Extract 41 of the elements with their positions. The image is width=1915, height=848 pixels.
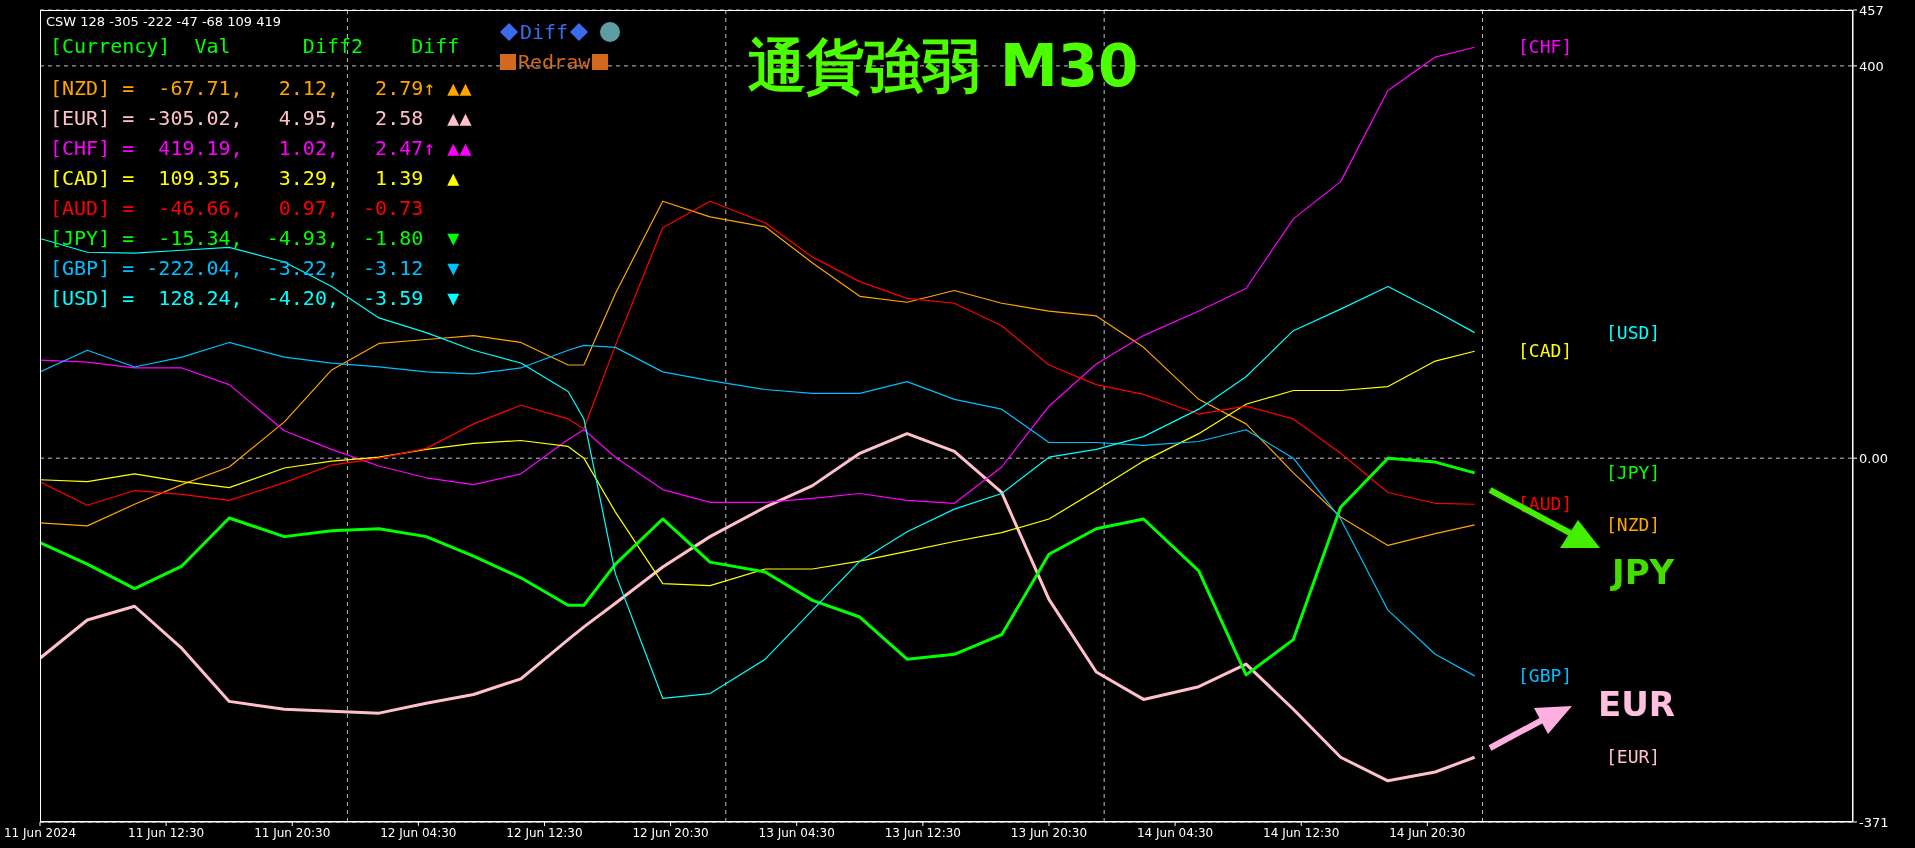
text: [EUR] xyxy=(1606,746,1661,768)
annotation: [Currency] Val Diff2 Diff xyxy=(50,34,460,58)
x-tick-label: 11 Jun 12:30 xyxy=(128,825,205,840)
annotation: [EUR] = -305.02, 4.95, 2.58 ▲▲ xyxy=(50,106,472,130)
text: [CAD] xyxy=(1518,340,1573,362)
x-tick-label: 12 Jun 12:30 xyxy=(506,825,583,840)
annotation: [NZD] = -67.71, 2.12, 2.79↑ ▲▲ xyxy=(50,76,472,100)
x-tick-label: 14 Jun 04:30 xyxy=(1136,825,1214,840)
text: [JPY] xyxy=(1606,461,1661,483)
x-tick-label: 12 Jun 20:30 xyxy=(632,825,709,840)
x-tick-label: 11 Jun 2024 xyxy=(3,825,77,840)
annotation: [AUD] = -46.66, 0.97, -0.73 xyxy=(50,196,424,220)
text: [GBP] xyxy=(1518,664,1573,686)
annotation: JPY xyxy=(1612,552,1675,592)
y-tick-label: 457 xyxy=(1859,2,1884,18)
x-tick-label: 13 Jun 20:30 xyxy=(1010,825,1088,840)
x-tick-label: 12 Jun 04:30 xyxy=(380,825,457,840)
line-series xyxy=(40,350,1476,587)
text: [USD] xyxy=(1606,321,1661,343)
annotation: [CHF] = 419.19, 1.02, 2.47↑ ▲▲ xyxy=(50,136,472,160)
line-series xyxy=(40,456,1477,677)
x-tick-label: 13 Jun 04:30 xyxy=(758,825,835,840)
x-tick-label: 11 Jun 20:30 xyxy=(254,825,331,840)
line-series xyxy=(40,432,1477,783)
text: [NZD] xyxy=(1606,513,1661,535)
annotation: EUR xyxy=(1598,684,1676,724)
y-tick-label: 400 xyxy=(1859,58,1884,74)
y-tick-label: -371 xyxy=(1859,814,1889,830)
line-series xyxy=(40,341,1476,677)
y-tick-label: 0.00 xyxy=(1859,450,1888,466)
x-tick-label: 14 Jun 12:30 xyxy=(1263,825,1340,840)
x-tick-label: 13 Jun 12:30 xyxy=(884,825,961,840)
chart-title: 通貨強弱 M30 xyxy=(747,32,1139,100)
annotation: CSW 128 -305 -222 -47 -68 109 419 xyxy=(46,14,282,29)
annotation: Redraw xyxy=(518,50,591,74)
annotation: Diff xyxy=(520,20,569,44)
annotation: [CAD] = 109.35, 3.29, 1.39 ▲ xyxy=(50,166,460,190)
x-tick-label: 14 Jun 20:30 xyxy=(1389,825,1466,840)
annotation: [USD] = 128.24, -4.20, -3.59 ▼ xyxy=(50,286,460,310)
text: [CHF] xyxy=(1518,36,1573,58)
annotation: [JPY] = -15.34, -4.93, -1.80 ▼ xyxy=(50,226,460,250)
